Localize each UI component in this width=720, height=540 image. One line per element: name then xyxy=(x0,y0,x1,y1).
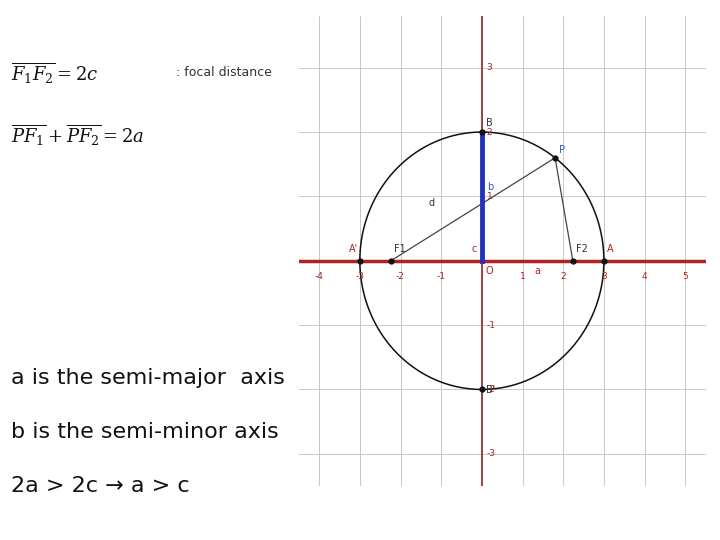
Text: P: P xyxy=(559,145,565,154)
Text: -2: -2 xyxy=(487,385,495,394)
Text: 1: 1 xyxy=(487,192,492,201)
Text: 5: 5 xyxy=(683,272,688,281)
Text: a is the semi-major  axis: a is the semi-major axis xyxy=(11,368,284,388)
Text: $\overline{F_1F_2} = 2c$: $\overline{F_1F_2} = 2c$ xyxy=(11,60,98,85)
Text: B: B xyxy=(486,118,492,127)
Text: A': A' xyxy=(348,245,358,254)
Text: : focal distance: : focal distance xyxy=(176,66,272,79)
Text: 2: 2 xyxy=(560,272,566,281)
Text: 1: 1 xyxy=(520,272,526,281)
Text: B': B' xyxy=(486,384,495,395)
Text: -1: -1 xyxy=(436,272,446,281)
Text: -3: -3 xyxy=(487,449,496,458)
Text: 2: 2 xyxy=(487,127,492,137)
Text: $\overline{PF_1} + \overline{PF_2} = 2a$: $\overline{PF_1} + \overline{PF_2} = 2a$ xyxy=(11,123,144,147)
Text: A: A xyxy=(607,245,613,254)
Text: 3: 3 xyxy=(601,272,607,281)
Text: 2a > 2c → a > c: 2a > 2c → a > c xyxy=(11,476,189,496)
Text: -2: -2 xyxy=(396,272,405,281)
Text: c: c xyxy=(472,245,477,254)
Text: F2: F2 xyxy=(576,245,588,254)
Text: b: b xyxy=(487,182,493,192)
Text: -4: -4 xyxy=(315,272,323,281)
Text: F1: F1 xyxy=(394,245,406,254)
Text: 3: 3 xyxy=(487,63,492,72)
Text: a: a xyxy=(535,266,541,275)
Text: -1: -1 xyxy=(487,321,496,329)
Text: b is the semi-minor axis: b is the semi-minor axis xyxy=(11,422,279,442)
Text: d: d xyxy=(429,198,435,208)
Text: -3: -3 xyxy=(356,272,364,281)
Text: 4: 4 xyxy=(642,272,647,281)
Text: O: O xyxy=(485,266,492,275)
